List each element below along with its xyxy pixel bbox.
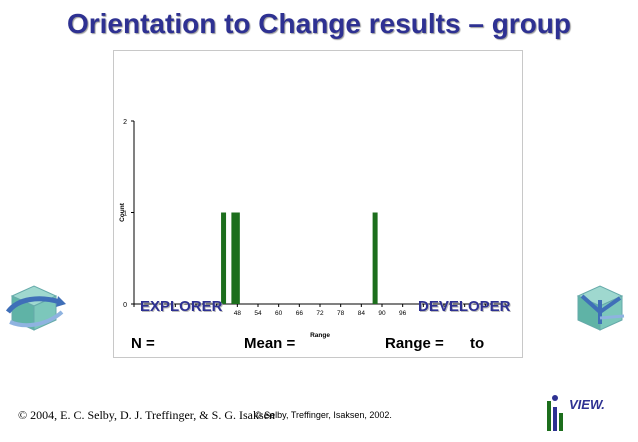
explorer-label: EXPLORER [140, 298, 223, 315]
x-tick-label: 66 [296, 310, 304, 317]
x-tick-label: 96 [399, 310, 407, 317]
y-tick-label: 2 [123, 119, 127, 126]
copyright-mid: © Selby, Treffinger, Isaksen, 2002. [255, 410, 392, 420]
x-tick-label: 60 [275, 310, 283, 317]
histogram-bar [221, 212, 227, 304]
slide-title: Orientation to Change results – group [66, 8, 572, 39]
x-tick-label: 48 [234, 310, 242, 317]
histogram-chart: 0 1 2 48 54 60 66 72 78 84 90 96 Range Count [119, 119, 507, 339]
explorer-cube-icon [5, 285, 66, 331]
x-tick-label: 72 [316, 310, 324, 317]
y-tick-label: 1 [123, 211, 127, 218]
developer-cube-icon [576, 285, 625, 331]
range-label: Range = [385, 335, 444, 352]
x-tick-label: 90 [378, 310, 386, 317]
view-logo: VIEW. [547, 395, 605, 431]
y-tick-label: 0 [123, 302, 127, 309]
copyright-left: © 2004, E. C. Selby, D. J. Treffinger, &… [18, 408, 275, 422]
x-tick-label: 78 [337, 310, 345, 317]
range-to-label: to [470, 335, 485, 352]
histogram-bar [234, 212, 240, 304]
view-logo-text: VIEW. [569, 397, 605, 412]
x-tick-label: 54 [254, 310, 262, 317]
developer-label: DEVELOPER [418, 298, 511, 315]
mean-label: Mean = [244, 335, 296, 352]
histogram-bar [372, 212, 378, 304]
x-tick-label: 84 [358, 310, 366, 317]
chart-panel: 0 1 2 48 54 60 66 72 78 84 90 96 Range Count [113, 50, 523, 358]
y-axis-title: Count [119, 202, 126, 222]
x-axis-title: Range [310, 332, 330, 339]
n-label: N = [131, 335, 155, 352]
histogram-bar [231, 212, 237, 304]
